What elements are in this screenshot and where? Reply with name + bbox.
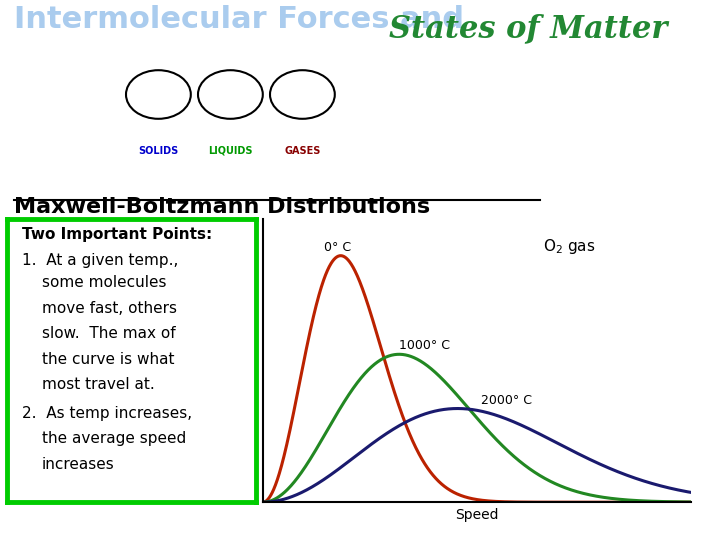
X-axis label: Speed: Speed <box>455 508 499 522</box>
Text: 1.  At a given temp.,: 1. At a given temp., <box>22 253 179 268</box>
Text: Maxwell-Boltzmann Distributions: Maxwell-Boltzmann Distributions <box>14 197 431 217</box>
Text: 2000° C: 2000° C <box>481 394 532 407</box>
Text: 2.  As temp increases,: 2. As temp increases, <box>22 406 192 421</box>
Text: Two Important Points:: Two Important Points: <box>22 227 212 242</box>
Text: the curve is what: the curve is what <box>42 352 174 367</box>
Text: most travel at.: most travel at. <box>42 377 155 393</box>
Text: move fast, others: move fast, others <box>42 301 177 316</box>
Text: slow.  The max of: slow. The max of <box>42 326 176 341</box>
Text: States of Matter: States of Matter <box>389 14 667 44</box>
Text: 1000° C: 1000° C <box>399 339 450 353</box>
Y-axis label: Number of Molecules: Number of Molecules <box>247 301 257 420</box>
Text: increases: increases <box>42 457 114 472</box>
Text: SOLIDS: SOLIDS <box>138 146 179 156</box>
Text: LIQUIDS: LIQUIDS <box>208 146 253 156</box>
Text: 0° C: 0° C <box>323 241 351 254</box>
Text: GASES: GASES <box>284 146 320 156</box>
Text: O$_2$ gas: O$_2$ gas <box>543 237 595 256</box>
Text: some molecules: some molecules <box>42 275 166 291</box>
Text: the average speed: the average speed <box>42 431 186 447</box>
Text: Intermolecular Forces and: Intermolecular Forces and <box>14 5 464 35</box>
